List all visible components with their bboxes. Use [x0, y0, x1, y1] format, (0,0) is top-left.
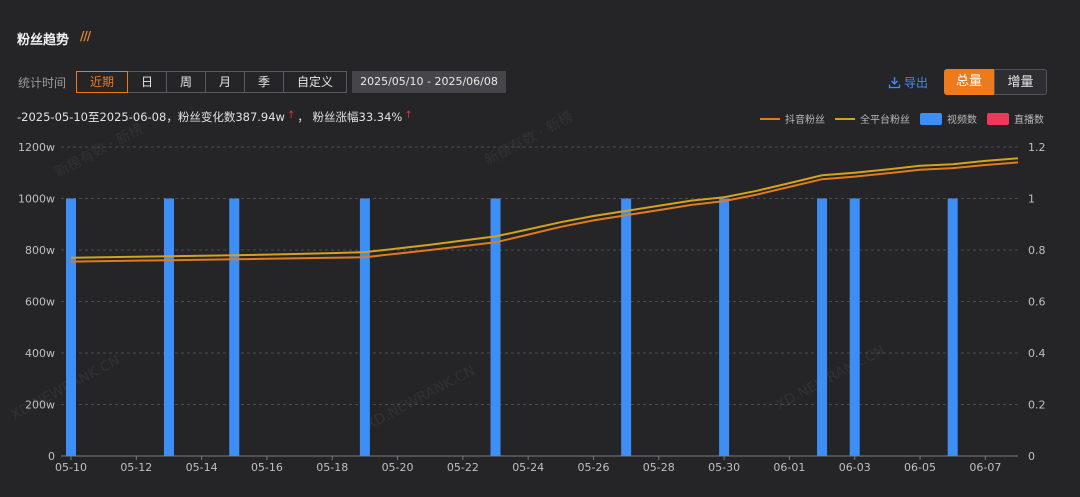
video-count-bar [359, 198, 370, 456]
box-swatch-icon [987, 112, 1009, 125]
y-right-tick-label: 0.2 [1028, 399, 1046, 412]
period-recent-option[interactable]: 近期 [76, 71, 128, 93]
legend-label: 视频数 [947, 115, 977, 126]
period-week-option[interactable]: 周 [167, 71, 206, 93]
x-tick-label: 05-22 [447, 461, 479, 474]
legend-douyin-fans[interactable]: 抖音粉丝 [760, 111, 825, 126]
y-left-tick-label: 600w [25, 296, 55, 309]
y-left-tick-label: 800w [25, 244, 55, 257]
period-month-option[interactable]: 月 [206, 71, 245, 93]
y-right-tick-label: 0.8 [1028, 244, 1046, 257]
x-tick-label: 05-24 [512, 461, 544, 474]
up-arrow-icon: ↑ [404, 110, 413, 121]
y-left-tick-label: 1200w [18, 141, 55, 154]
x-tick-label: 05-30 [708, 461, 740, 474]
y-right-tick-label: 0.4 [1028, 347, 1046, 360]
x-tick-label: 05-10 [55, 461, 87, 474]
summary-text: -2025-05-10至2025-06-08，粉丝变化数387.94w ↑， 粉丝… [17, 109, 415, 125]
summary-range-change: -2025-05-10至2025-06-08，粉丝变化数387.94w [17, 110, 285, 124]
video-count-bar [817, 198, 828, 456]
total-increment-toggle: 总量 增量 [944, 69, 1047, 95]
up-arrow-icon: ↑ [286, 110, 296, 121]
export-button[interactable]: 导出 [888, 74, 928, 91]
x-tick-label: 05-12 [120, 461, 152, 474]
x-tick-label: 05-28 [643, 461, 675, 474]
legend-all-platform-fans[interactable]: 全平台粉丝 [835, 111, 910, 126]
fans-series-line [70, 157, 1019, 259]
x-tick-label: 05-26 [577, 461, 609, 474]
fans-series-line [70, 161, 1019, 263]
line-swatch-icon [760, 117, 780, 120]
x-tick-label: 05-18 [316, 461, 348, 474]
time-period-selector: 近期 日 周 月 季 自定义 [76, 71, 347, 93]
download-icon [888, 77, 901, 89]
increment-toggle-button[interactable]: 增量 [994, 69, 1047, 95]
video-count-bar [163, 198, 174, 456]
y-left-tick-label: 200w [25, 399, 55, 412]
x-tick-label: 06-03 [839, 461, 871, 474]
summary-growth: 粉丝涨幅33.34% [312, 110, 403, 124]
chart-legend: 抖音粉丝 全平台粉丝 视频数 直播数 [760, 111, 1044, 126]
period-custom-option[interactable]: 自定义 [284, 71, 347, 93]
video-count-bar [66, 198, 76, 456]
line-swatch-icon [835, 117, 855, 120]
legend-label: 全平台粉丝 [860, 115, 910, 126]
section-title: 粉丝趋势 [17, 33, 70, 48]
y-right-tick-label: 0.6 [1028, 296, 1046, 309]
x-tick-label: 05-16 [251, 461, 283, 474]
box-swatch-icon [920, 112, 942, 125]
title-decoration: /// [80, 29, 91, 43]
video-count-bar [229, 198, 240, 456]
x-tick-label: 05-14 [186, 461, 218, 474]
video-count-bar [490, 198, 501, 456]
y-right-tick-label: 1 [1028, 193, 1035, 206]
time-filter-label: 统计时间 [18, 76, 67, 90]
legend-video-count[interactable]: 视频数 [920, 111, 977, 126]
x-tick-label: 06-07 [969, 461, 1001, 474]
video-count-bar [719, 198, 730, 456]
total-toggle-button[interactable]: 总量 [944, 69, 994, 95]
video-count-bar [849, 198, 860, 456]
legend-label: 抖音粉丝 [785, 115, 825, 126]
y-right-tick-label: 0 [1028, 450, 1035, 463]
x-tick-label: 05-20 [382, 461, 414, 474]
summary-separator: ， [297, 110, 309, 124]
x-tick-label: 06-01 [773, 461, 805, 474]
video-count-bar [621, 198, 632, 456]
y-right-tick-label: 1.2 [1028, 141, 1046, 154]
y-left-tick-label: 400w [25, 347, 55, 360]
export-label: 导出 [904, 76, 929, 90]
period-day-option[interactable]: 日 [128, 71, 167, 93]
x-tick-label: 06-05 [904, 461, 936, 474]
legend-live-count[interactable]: 直播数 [987, 111, 1044, 126]
legend-label: 直播数 [1014, 115, 1044, 126]
y-left-tick-label: 1000w [18, 193, 55, 206]
date-range-picker[interactable]: 2025/05/10 - 2025/06/08 [352, 71, 506, 93]
y-left-tick-label: 0 [48, 450, 55, 463]
period-quarter-option[interactable]: 季 [245, 71, 284, 93]
video-count-bar [947, 198, 958, 456]
